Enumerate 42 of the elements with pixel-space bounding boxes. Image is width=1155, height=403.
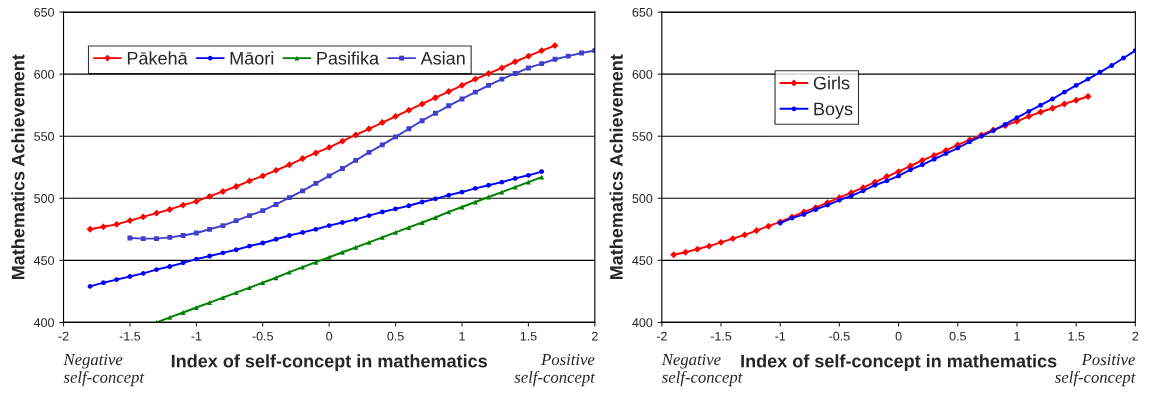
y-tick-label: 450 <box>632 256 653 265</box>
y-tick-label: 400 <box>33 318 55 328</box>
legend-label: Pākehā <box>127 51 188 65</box>
x-tick-label: 1 <box>1014 331 1020 341</box>
y-tick-label: 550 <box>632 132 653 141</box>
legend-label: Boys <box>814 102 853 119</box>
x-tick-label: 0.5 <box>949 331 966 341</box>
legend-label: Pasifika <box>317 51 380 65</box>
legend-label: Māori <box>230 51 274 65</box>
x-tick-label: 0 <box>326 331 333 341</box>
text: Positive self-concept <box>514 353 596 387</box>
y-axis-title: Mathematics Achievement <box>11 54 25 280</box>
x-tick-label: 1.5 <box>1068 331 1085 341</box>
y-tick-label: 550 <box>34 132 55 141</box>
legend-label: Asian <box>420 51 465 65</box>
x-tick-label: -0.5 <box>829 331 850 341</box>
x-tick-label: 1.5 <box>520 331 537 341</box>
y-tick-label: 650 <box>34 7 55 17</box>
x-tick-label: 1 <box>459 331 465 341</box>
x-axis-title: Index of self-concept in mathematics <box>741 354 1057 372</box>
y-tick-label: 450 <box>33 256 55 265</box>
x-axis-title: Index of self-concept in mathematics <box>171 354 487 372</box>
x-tick-label: 2 <box>591 331 598 341</box>
y-tick-label: 400 <box>632 318 653 328</box>
x-tick-label: 0.5 <box>387 331 404 341</box>
x-tick-label: -1 <box>191 331 202 341</box>
x-tick-label: -1.5 <box>710 331 732 341</box>
y-tick-label: 500 <box>34 194 55 203</box>
y-tick-label: 600 <box>632 69 653 79</box>
text: Negative self-concept <box>63 353 145 387</box>
y-tick-label: 650 <box>632 7 653 17</box>
x-tick-label: -1 <box>775 331 786 341</box>
x-tick-label: -2 <box>656 331 667 341</box>
y-tick-label: 600 <box>34 69 55 79</box>
y-axis-title: Mathematics Achievement <box>609 54 623 280</box>
x-tick-label: 2 <box>1132 331 1139 341</box>
x-tick-label: -0.5 <box>252 331 274 341</box>
y-tick-label: 500 <box>632 194 653 203</box>
x-tick-label: -1.5 <box>119 331 141 341</box>
x-tick-label: -2 <box>58 331 69 341</box>
x-tick-label: 0 <box>895 331 902 341</box>
legend-label: Girls <box>813 76 850 90</box>
